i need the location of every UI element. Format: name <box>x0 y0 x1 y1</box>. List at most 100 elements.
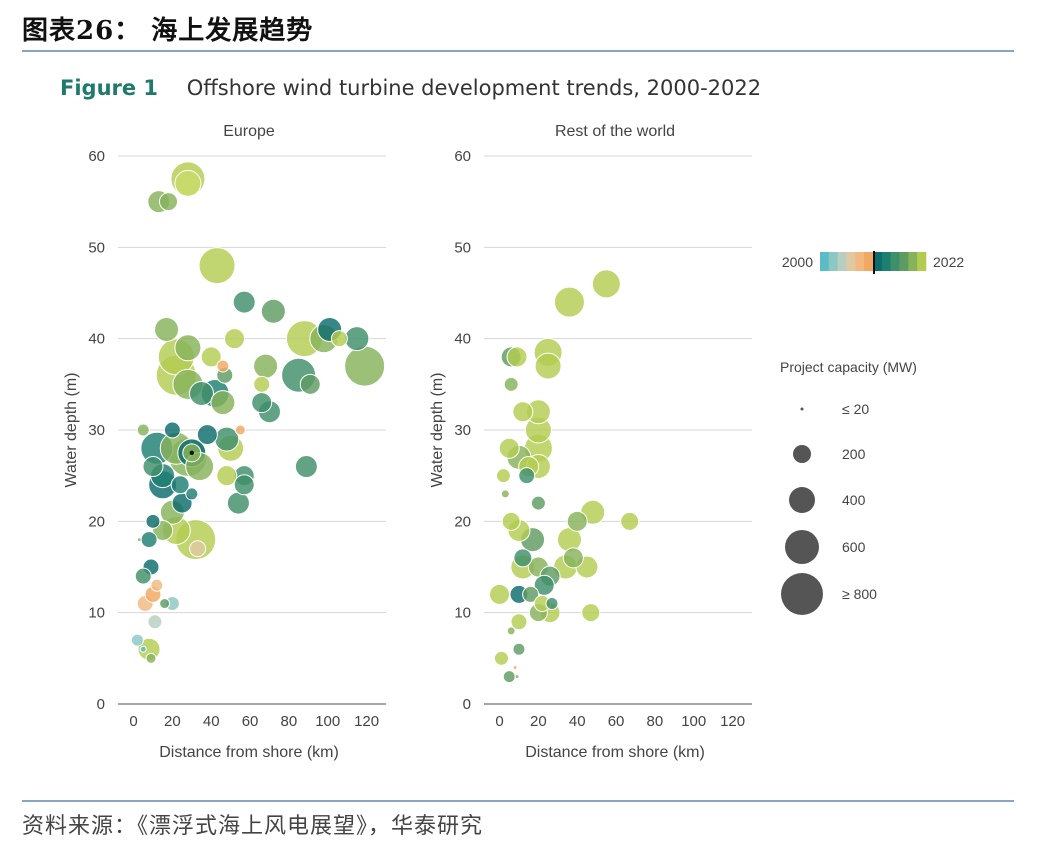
europe-xtick-label: 100 <box>315 713 340 730</box>
rest-of-world-xtick-label: 100 <box>681 713 706 730</box>
europe-data-bubble <box>136 423 150 437</box>
rest-of-world-y-axis-title: Water depth (m) <box>429 373 446 488</box>
europe-data-bubble <box>170 475 190 495</box>
europe-highlight-marker <box>189 450 194 456</box>
legend-capacity-label: 600 <box>842 539 866 555</box>
legend-capacity-label: 200 <box>842 446 866 462</box>
rest-of-world-data-bubble <box>503 376 519 392</box>
legend-year-swatch <box>828 252 838 271</box>
rest-of-world-data-bubble <box>534 352 562 380</box>
rest-of-world-xtick-label: 60 <box>608 713 625 730</box>
europe-data-bubble <box>224 328 246 350</box>
europe-data-bubble <box>344 326 370 352</box>
europe-data-bubble <box>139 645 147 653</box>
rest-of-world-data-bubble <box>545 597 559 611</box>
europe-data-bubble <box>216 359 230 373</box>
europe-data-bubble <box>134 567 152 585</box>
europe-data-bubble <box>130 633 144 647</box>
footer-divider <box>22 800 1014 802</box>
rest-of-world-data-bubble <box>489 583 511 605</box>
europe-data-bubble <box>150 578 164 592</box>
europe-data-bubble <box>200 346 222 368</box>
legend-year-swatch <box>873 252 883 271</box>
legend-year-swatch <box>837 252 847 271</box>
legend-year-swatch <box>881 252 891 271</box>
figure-title: Offshore wind turbine development trends… <box>186 76 762 100</box>
legend-capacity-bubble <box>800 407 804 411</box>
europe-data-bubble <box>140 531 158 549</box>
europe-x-axis-title: Distance from shore (km) <box>159 744 339 761</box>
rest-of-world-data-bubble <box>498 437 520 459</box>
rest-of-world-xtick-label: 120 <box>720 713 745 730</box>
europe-data-bubble <box>226 491 250 515</box>
europe-ytick-label: 20 <box>88 513 105 530</box>
europe-xtick-label: 120 <box>354 713 379 730</box>
rest-of-world-data-bubble <box>493 650 509 666</box>
legend-year-swatch <box>846 252 856 271</box>
rest-of-world-ytick-label: 40 <box>454 331 471 348</box>
rest-of-world-ytick-label: 20 <box>454 513 471 530</box>
europe-panel-title: Europe <box>223 123 275 140</box>
rest-of-world-data-bubble <box>510 613 528 631</box>
legend-year-swatch <box>908 252 918 271</box>
europe-data-bubble <box>145 513 161 529</box>
rest-of-world-xtick-label: 20 <box>530 713 547 730</box>
rest-of-world-data-bubble <box>518 467 536 485</box>
europe-data-bubble <box>142 456 164 478</box>
legend-year-swatch <box>917 252 927 271</box>
europe-data-bubble <box>158 192 178 212</box>
europe-xtick-label: 80 <box>281 713 298 730</box>
europe-ytick-label: 0 <box>97 696 105 713</box>
europe-data-bubble <box>154 317 180 343</box>
europe-data-bubble <box>136 537 142 543</box>
europe-data-bubble <box>260 298 286 324</box>
rest-of-world-ytick-label: 0 <box>463 696 471 713</box>
europe-ytick-label: 40 <box>88 331 105 348</box>
europe-data-bubble <box>216 465 238 487</box>
europe-data-bubble <box>147 614 163 630</box>
rest-of-world-data-bubble <box>514 674 520 680</box>
legend-year-swatch <box>890 252 900 271</box>
rest-of-world-data-bubble <box>512 664 518 670</box>
rest-of-world-panel-title: Rest of the world <box>555 123 675 140</box>
legend-year-start: 2000 <box>782 254 813 270</box>
europe-ytick-label: 30 <box>88 422 105 439</box>
rest-of-world-data-bubble <box>522 585 540 603</box>
europe-data-bubble <box>159 598 171 610</box>
rest-of-world-data-bubble <box>500 489 510 499</box>
legend-capacity-bubble <box>793 445 811 463</box>
rest-of-world-data-bubble <box>506 346 528 368</box>
rest-of-world-xtick-label: 40 <box>569 713 586 730</box>
europe-data-bubble <box>253 375 271 393</box>
europe-data-bubble <box>233 474 255 496</box>
rest-of-world-data-bubble <box>620 511 640 531</box>
europe-data-bubble <box>344 345 386 387</box>
rest-of-world-xtick-label: 0 <box>495 713 503 730</box>
rest-of-world-data-bubble <box>512 642 526 656</box>
source-note: 资料来源：《漂浮式海上风电展望》，华泰研究 <box>22 814 484 839</box>
rest-of-world-data-bubble <box>495 468 511 484</box>
europe-data-bubble <box>232 290 256 314</box>
europe-data-bubble <box>294 455 318 479</box>
legend-capacity-bubble <box>789 487 815 513</box>
legend-year-end: 2022 <box>933 254 964 270</box>
europe-data-bubble <box>198 247 236 285</box>
legend-year-swatch <box>820 252 830 271</box>
europe-ytick-label: 60 <box>88 148 105 165</box>
europe-data-bubble <box>174 169 202 197</box>
europe-data-bubble <box>253 353 279 379</box>
legend-year-swatch <box>864 252 874 271</box>
rest-of-world-data-bubble <box>530 495 546 511</box>
europe-data-bubble <box>210 390 236 416</box>
europe-data-bubble <box>163 421 181 439</box>
europe-data-bubble <box>189 540 207 558</box>
legend-capacity-bubble <box>781 573 823 615</box>
rest-of-world-data-bubble <box>591 269 621 299</box>
europe-xtick-label: 60 <box>242 713 259 730</box>
europe-xtick-label: 20 <box>164 713 181 730</box>
europe-data-bubble <box>299 373 321 395</box>
europe-ytick-label: 10 <box>88 605 105 622</box>
europe-data-bubble <box>189 380 215 406</box>
europe-data-bubble <box>251 392 273 414</box>
